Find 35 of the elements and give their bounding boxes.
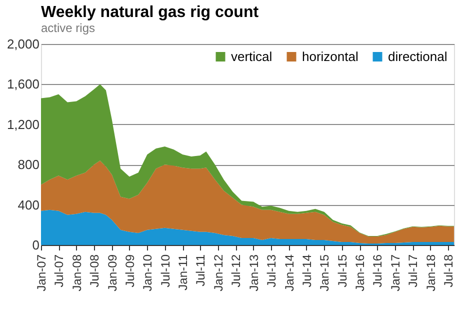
x-tick-label: Jan-10	[140, 254, 155, 292]
y-tick-label: 1,600	[6, 76, 40, 92]
x-tick-label: Jan-07	[34, 254, 48, 292]
x-tick-label: Jul-17	[406, 254, 420, 288]
x-tick-label: Jul-15	[335, 254, 350, 288]
x-tick-label: Jul-07	[52, 254, 66, 288]
x-tick-label: Jul-08	[88, 254, 102, 288]
x-tick-label: Jul-18	[441, 254, 456, 288]
x-tick-label: Jan-16	[353, 254, 368, 292]
x-tick-label: Jan-08	[70, 254, 84, 292]
y-tick-label: 400	[18, 197, 40, 212]
chart-subtitle: active rigs	[41, 21, 96, 35]
y-tick-label: 1,200	[6, 116, 40, 132]
x-tick-label: Jan-09	[105, 254, 120, 292]
chart-title: Weekly natural gas rig count	[41, 4, 260, 21]
x-tick-label: Jan-17	[388, 254, 403, 292]
x-tick-label: Jan-15	[318, 254, 332, 292]
x-tick-label: Jan-18	[424, 254, 438, 292]
legend-label: vertical	[231, 48, 272, 64]
x-tick-label: Jan-13	[246, 254, 261, 292]
x-tick-label: Jul-12	[229, 254, 244, 288]
x-tick-label: Jul-16	[370, 254, 385, 288]
x-tick-label: Jan-14	[282, 254, 296, 292]
y-tick-label: 800	[18, 157, 40, 172]
x-tick-label: Jul-13	[264, 254, 279, 288]
x-tick-label: Jan-11	[176, 254, 190, 290]
x-tick-label: Jul-10	[158, 254, 172, 288]
y-tick-label: 2,000	[6, 36, 40, 52]
legend-label: directional	[388, 48, 448, 64]
y-tick-label: 0	[32, 238, 40, 252]
legend-label: horizontal	[302, 48, 358, 64]
x-tick-label: Jan-12	[211, 254, 226, 292]
x-tick-label: Jul-14	[300, 254, 314, 288]
x-tick-label: Jul-11	[194, 254, 208, 286]
x-tick-label: Jul-09	[122, 254, 137, 288]
